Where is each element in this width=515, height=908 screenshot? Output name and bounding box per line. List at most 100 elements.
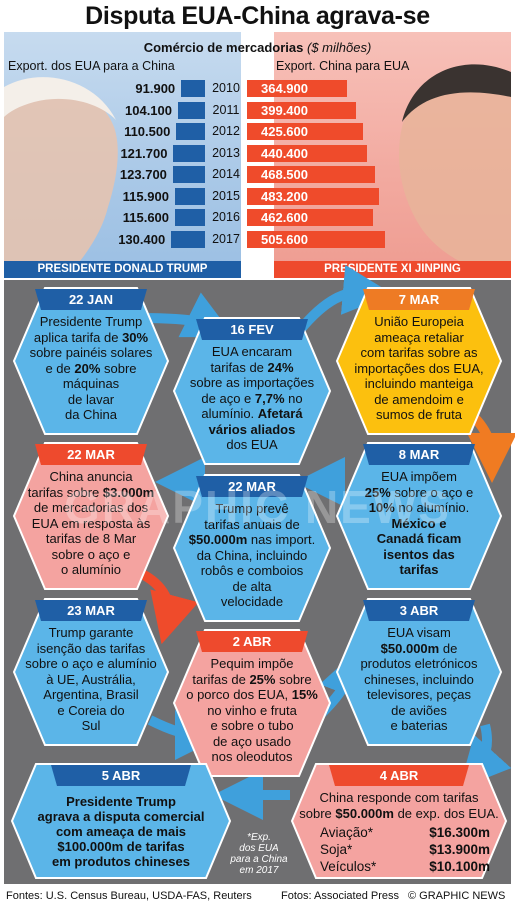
year-label: 2013 [212, 145, 240, 160]
year-label: 2015 [212, 188, 240, 203]
event-22jan: 22 JAN Presidente Trump aplica tarifa de 3… [12, 286, 170, 436]
event-text: Presidente Trump agrava a disputa comerci… [37, 794, 205, 869]
event-text: Pequim impõe tarifas de 25% sobre o porco … [186, 656, 318, 764]
event-date: 7 MAR [398, 292, 440, 307]
xi-silhouette [398, 64, 511, 278]
chart-subtitle: Comércio de mercadorias ($ milhões) [0, 40, 515, 55]
event-text: China anuncia tarifas sobre $3.000m de mer… [27, 469, 155, 577]
china-export-bar [247, 166, 375, 183]
event-date: 22 JAN [68, 292, 114, 307]
event-text: EUA impõem 25% sobre o aço e 10% no alumín… [364, 469, 474, 577]
us-export-value: 91.900 [135, 81, 176, 96]
us-export-value: 123.700 [119, 167, 167, 182]
china-export-bar [247, 123, 364, 140]
hexagon-shape [172, 317, 332, 465]
tariff-label: Veículos* [320, 859, 377, 874]
subtitle-text: Comércio de mercadorias [143, 40, 304, 55]
event-7mar: 7 MAR União Europeia ameaça retaliar com ta… [335, 286, 503, 436]
event-5abr: 5 ABR Presidente Trump agrava a disputa co… [10, 762, 232, 880]
trump-silhouette [4, 77, 118, 278]
event-text: União Europeia ameaça retaliar com tarifas… [354, 314, 484, 422]
us-export-bar [172, 166, 205, 183]
footer-sources: Fontes: U.S. Census Bureau, USDA-FAS, Re… [6, 890, 252, 902]
us-export-value: 130.400 [118, 231, 166, 247]
event-date: 22 MAR [228, 479, 276, 494]
hexagon-shape [335, 287, 503, 435]
right-column-header: Export. China para EUA [276, 59, 410, 73]
hexagon-shape [10, 763, 232, 879]
hexagon-shape [12, 598, 170, 746]
event-date: 5 ABR [101, 768, 141, 783]
china-export-value: 440.400 [261, 145, 308, 161]
us-export-bar [173, 144, 205, 162]
event-4abr: 4 ABR China responde com tarifas sobre $50… [290, 762, 508, 880]
trump-label: PRESIDENTE DONALD TRUMP [4, 261, 241, 278]
hexagon-shape [12, 287, 170, 435]
year-label: 2016 [212, 210, 240, 224]
china-export-value: 399.400 [261, 102, 308, 118]
tariff-label: Soja* [320, 842, 353, 857]
us-export-bar [181, 80, 205, 97]
china-export-bar [247, 209, 374, 226]
event-2abr: 2 ABR Pequim impõe tarifas de 25% sobre o p… [172, 628, 332, 778]
china-export-bar [247, 187, 379, 205]
footer-photos: Fotos: Associated Press [281, 890, 399, 902]
china-export-value: 468.500 [261, 167, 308, 182]
event-date: 3 ABR [399, 603, 439, 618]
china-export-bar [247, 144, 368, 162]
year-label: 2012 [212, 124, 240, 138]
hexagon-shape [290, 763, 508, 879]
year-label: 2014 [212, 167, 240, 181]
subtitle-unit: ($ milhões) [307, 40, 372, 55]
hexagon-shape [335, 598, 503, 746]
page-title: Disputa EUA-China agrava-se [85, 2, 430, 30]
us-export-value: 110.500 [124, 124, 171, 139]
tariff-row: Aviação* $16.300m [320, 824, 490, 841]
event-date: 8 MAR [398, 447, 440, 462]
china-export-value: 483.200 [261, 188, 308, 204]
tariff-value: $10.100m [429, 859, 490, 874]
china-export-bar [247, 101, 356, 119]
us-export-bar [175, 209, 205, 226]
china-export-value: 425.600 [261, 124, 308, 139]
china-export-bar [247, 80, 347, 97]
event-text: China responde com tarifas sobre $50.000m… [299, 790, 499, 821]
us-export-value: 115.600 [122, 210, 170, 225]
event-text: Trump prevê tarifas anuais de $50.000m nas… [188, 501, 316, 609]
year-label: 2011 [212, 102, 240, 117]
us-export-value: 104.100 [125, 102, 172, 118]
watermark: GRAPHIC NEWS [64, 481, 451, 533]
event-date: 23 MAR [67, 603, 115, 618]
event-date: 2 ABR [232, 634, 272, 649]
year-label: 2010 [212, 81, 240, 95]
tariff-value: $16.300m [429, 825, 490, 840]
china-export-value: 364.900 [261, 81, 308, 96]
china-export-value: 462.600 [261, 210, 308, 225]
event-text: EUA encaram tarifas de 24% sobre as import… [189, 344, 315, 452]
tariff-label: Aviação* [320, 825, 374, 840]
event-text: EUA visam $50.000m de produtos eletrónicos… [360, 625, 478, 733]
left-column-header: Export. dos EUA para a China [8, 59, 175, 73]
tariff-value: $13.900m [429, 842, 490, 857]
us-export-bar [176, 123, 205, 140]
tariff-list: Aviação* $16.300m Soja* $13.900m Veículos* $1… [320, 824, 490, 875]
event-3abr: 3 ABR EUA visam $50.000m de produtos eletró… [335, 597, 503, 747]
tariff-row: Soja* $13.900m [320, 841, 490, 858]
event-date: 22 MAR [67, 447, 115, 462]
event-16fev: 16 FEV EUA encaram tarifas de 24% sobre as … [172, 316, 332, 466]
china-export-bar [247, 230, 385, 248]
hexagon-shape [335, 442, 503, 590]
us-export-bar [171, 230, 205, 248]
us-export-value: 121.700 [120, 145, 168, 161]
event-text: Trump garante isenção das tarifas sobre o … [25, 625, 157, 733]
us-export-bar [178, 101, 205, 119]
china-export-value: 505.600 [261, 231, 308, 247]
hexagon-shape [172, 629, 332, 777]
event-date: 4 ABR [379, 768, 419, 783]
event-8mar: 8 MAR EUA impõem 25% sobre o aço e 10% no a… [335, 441, 503, 591]
event-date: 16 FEV [230, 322, 274, 337]
footnote: *Exp. dos EUA para a China em 2017 [230, 832, 288, 876]
tariff-row: Veículos* $10.100m [320, 858, 490, 875]
us-export-bar [174, 187, 205, 205]
hexagon-shape [12, 442, 170, 590]
